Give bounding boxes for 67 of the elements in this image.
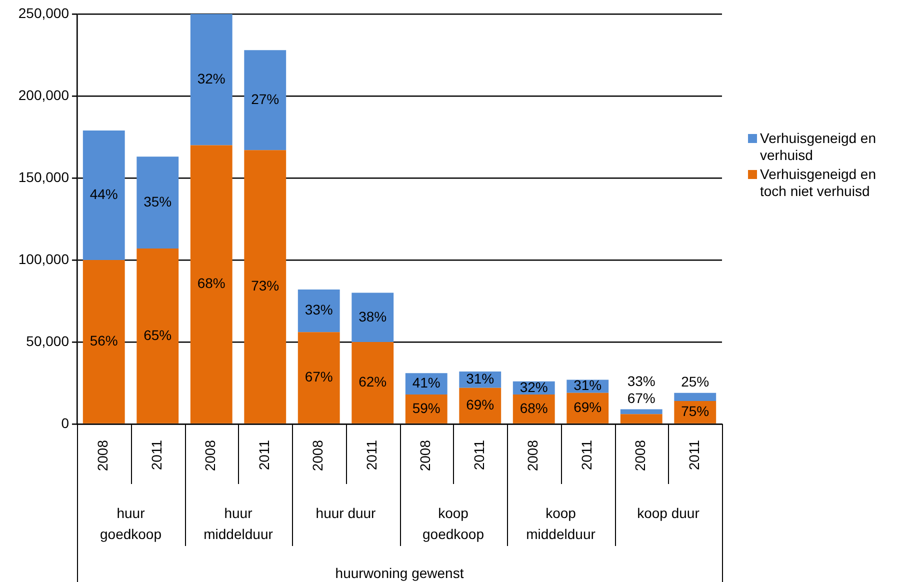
annotation: 68% <box>197 275 226 292</box>
x-tick-label: 2008 <box>524 440 541 472</box>
y-tick-label: 250,000 <box>18 4 70 21</box>
bar <box>82 260 125 424</box>
y-tick-label: 0 <box>61 414 70 431</box>
annotation: 56% <box>90 332 118 349</box>
annotation: 27% <box>251 90 280 107</box>
annotation: 67% <box>304 368 333 385</box>
annotation: 32% <box>520 378 548 395</box>
bar <box>136 248 179 424</box>
text: koop duur <box>637 504 700 521</box>
bar <box>674 392 716 402</box>
annotation: 44% <box>90 186 118 202</box>
annotation: 33% <box>627 373 656 390</box>
text: huur middelduur <box>204 504 274 542</box>
x-tick-label: 2011 <box>256 440 272 470</box>
y-tick-label: 200,000 <box>18 86 70 103</box>
x-tick-label: 2008 <box>417 440 434 472</box>
text: koop middelduur <box>526 504 596 542</box>
annotation: 67% <box>627 390 656 406</box>
bar <box>352 342 394 424</box>
annotation: 65% <box>144 326 172 343</box>
x-tick-label: 2008 <box>310 440 326 472</box>
annotation: 59% <box>412 400 440 416</box>
text: koop goedkoop <box>422 504 484 542</box>
annotation: 68% <box>520 400 548 416</box>
bar <box>352 292 394 342</box>
annotation: 69% <box>466 396 494 412</box>
annotation: 33% <box>304 302 333 318</box>
annotation: 62% <box>358 374 387 390</box>
bar <box>244 50 286 150</box>
bar <box>620 414 662 424</box>
annotation: 32% <box>197 70 226 86</box>
annotation: 31% <box>574 377 602 394</box>
bar <box>459 388 502 424</box>
x-tick-label: 2011 <box>470 440 487 470</box>
y-tick-label: 100,000 <box>18 250 70 267</box>
bar <box>82 130 125 260</box>
annotation: 75% <box>681 403 710 420</box>
bar <box>136 156 179 249</box>
x-tick-label: 2008 <box>202 440 218 472</box>
x-tick-label: 2008 <box>94 440 111 472</box>
y-tick-label: 150,000 <box>18 168 70 185</box>
bar <box>620 409 662 414</box>
annotation: 35% <box>144 193 172 210</box>
x-tick-label: 2011 <box>686 440 702 470</box>
bar <box>190 14 232 146</box>
text: huur goedkoop <box>100 504 162 542</box>
annotation: 41% <box>412 374 440 391</box>
x-tick-label: 2008 <box>632 440 648 472</box>
text: huur duur <box>316 504 376 521</box>
y-tick-label: 50,000 <box>26 332 70 349</box>
x-tick-label: 2011 <box>363 440 380 470</box>
legend-label: Verhuisgeneigd en verhuisd <box>760 130 877 164</box>
text: huurwoning gewenst <box>335 564 464 581</box>
bar <box>244 150 286 424</box>
annotation: 73% <box>251 278 280 294</box>
bar <box>298 290 340 332</box>
annotation: 38% <box>358 308 387 324</box>
bar <box>298 332 340 424</box>
legend-label: Verhuisgeneigd en toch niet verhuisd <box>760 166 877 200</box>
annotation: 69% <box>574 398 602 415</box>
x-tick-label: 2011 <box>578 440 594 470</box>
annotation: 25% <box>681 374 710 390</box>
bar <box>190 145 232 424</box>
annotation: 31% <box>466 370 494 387</box>
x-tick-label: 2011 <box>148 440 164 470</box>
